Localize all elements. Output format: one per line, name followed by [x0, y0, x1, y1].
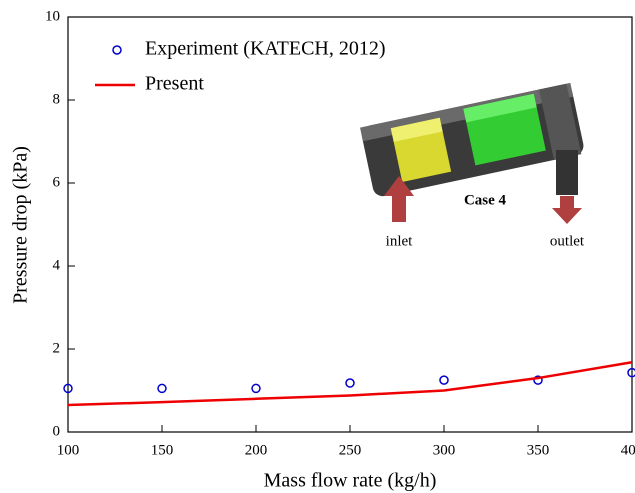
inlet-label: inlet — [386, 233, 413, 249]
legend-marker — [112, 45, 122, 55]
inset-illustration: Case 4 inlet outlet — [360, 82, 585, 249]
filter-top — [390, 117, 443, 142]
outlet-label: outlet — [550, 233, 585, 249]
data-point — [251, 383, 261, 394]
y-tick-label: 2 — [53, 340, 61, 356]
x-tick-label: 200 — [245, 442, 268, 458]
data-point — [63, 383, 73, 394]
y-axis-title: Pressure drop (kPa) — [10, 146, 32, 304]
y-tick-label: 8 — [53, 91, 61, 107]
x-tick-label: 150 — [151, 442, 174, 458]
end-cap — [539, 83, 582, 160]
data-line — [67, 361, 633, 407]
data-point — [157, 383, 167, 394]
y-tick-label: 0 — [53, 423, 61, 439]
inlet-arrow — [384, 176, 414, 222]
data-point — [627, 367, 635, 378]
legend-label: Present — [145, 73, 204, 95]
x-tick-label: 100 — [57, 442, 80, 458]
data-point — [533, 375, 543, 385]
data-point — [439, 375, 449, 385]
outlet-arrow — [552, 196, 582, 224]
outlet-pipe — [556, 150, 578, 195]
x-tick-label: 350 — [527, 442, 550, 458]
y-tick-label: 6 — [53, 174, 61, 190]
data-point — [345, 378, 355, 388]
legend-label: Experiment (KATECH, 2012) — [145, 38, 386, 60]
x-axis-title: Mass flow rate (kg/h) — [264, 470, 437, 492]
y-tick-label: 4 — [53, 257, 61, 273]
x-tick-label: 400 — [621, 442, 635, 458]
x-tick-label: 300 — [433, 442, 456, 458]
x-tick-label: 250 — [339, 442, 362, 458]
y-tick-label: 10 — [45, 8, 60, 24]
case-label: Case 4 — [464, 192, 507, 208]
catalyst-top — [463, 93, 537, 123]
